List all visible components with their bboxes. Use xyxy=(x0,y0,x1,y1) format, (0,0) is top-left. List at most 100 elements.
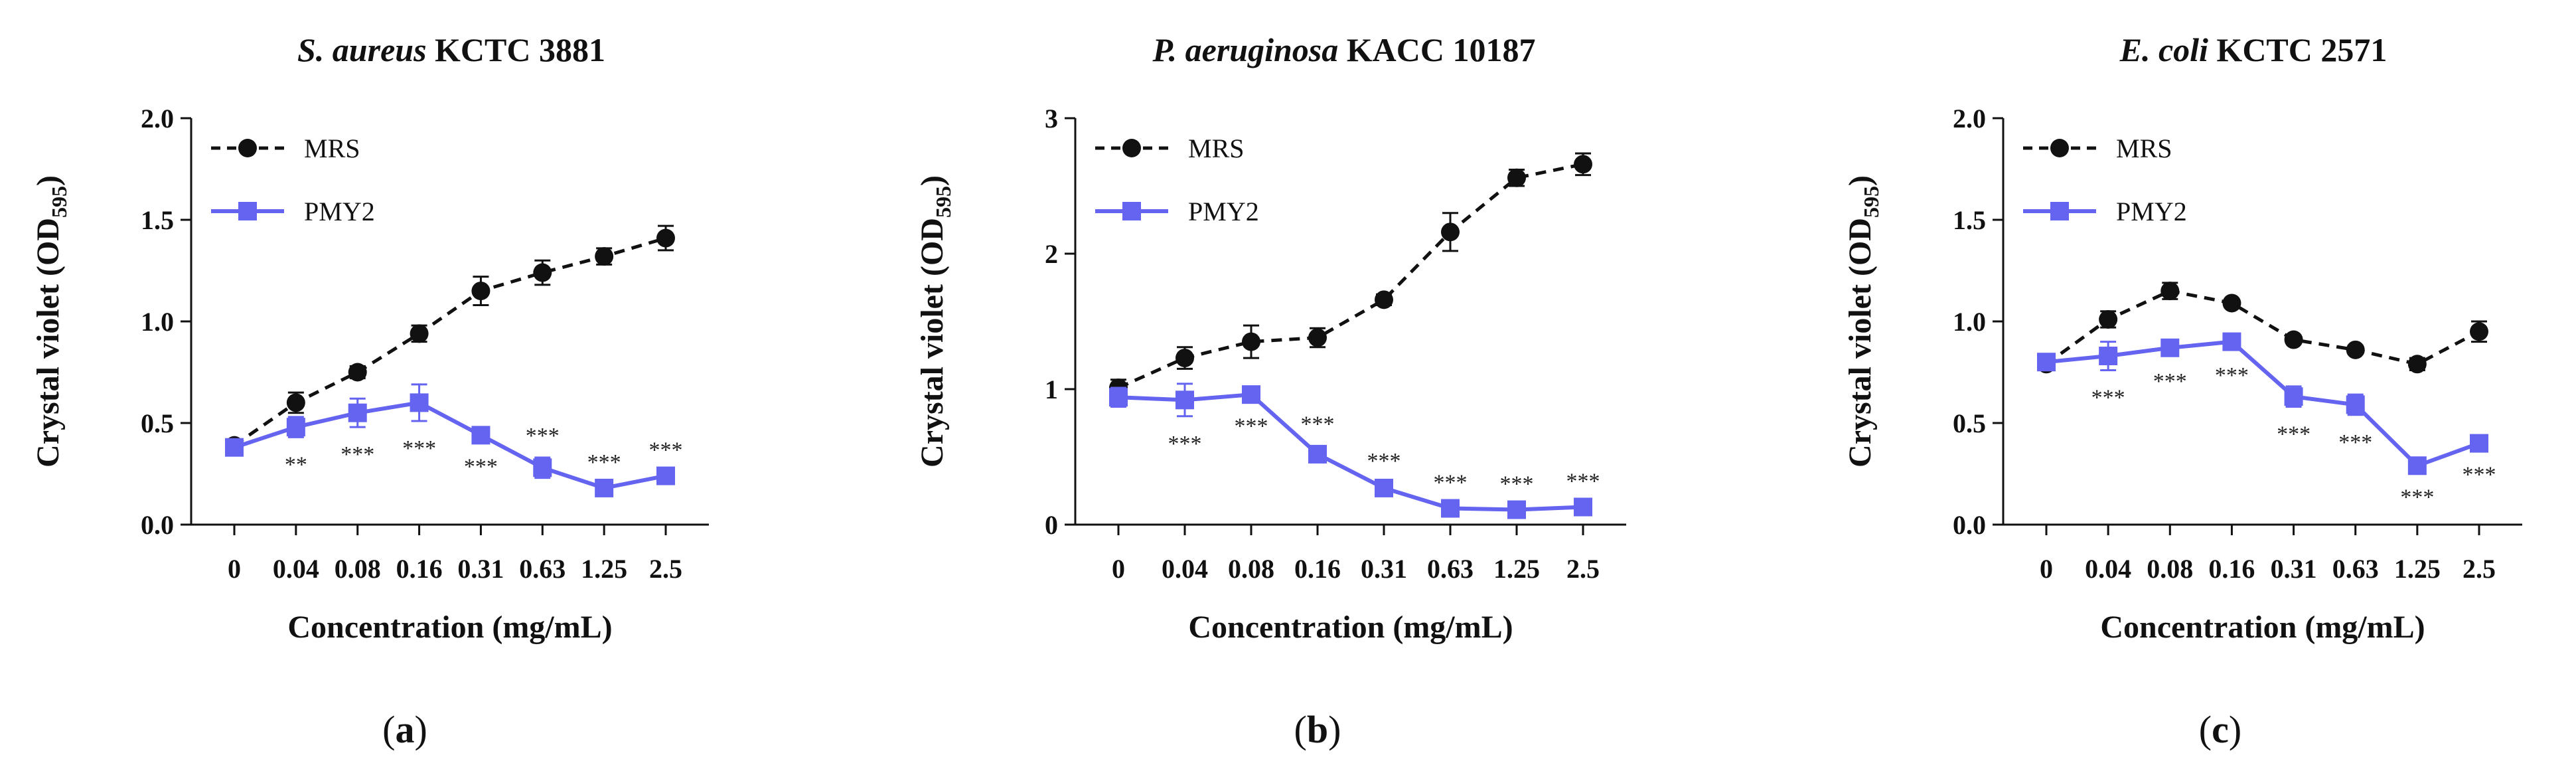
data-point xyxy=(2160,338,2180,357)
x-tick-label: 0.08 xyxy=(335,554,381,584)
chart-title-strain: KACC 10187 xyxy=(1338,31,1535,68)
y-tick-label: 2.0 xyxy=(141,104,174,133)
x-tick-label: 0.63 xyxy=(1427,554,1474,584)
chart-title-strain: KCTC 2571 xyxy=(2208,31,2387,68)
data-point xyxy=(2470,322,2488,341)
x-tick-label: 0.63 xyxy=(519,554,566,584)
data-point xyxy=(533,263,552,282)
x-tick-label: 0.31 xyxy=(1361,554,1407,584)
significance-label: *** xyxy=(2215,363,2249,388)
x-tick-label: 1.25 xyxy=(581,554,627,584)
significance-label: *** xyxy=(1566,469,1600,493)
significance-label: *** xyxy=(402,436,436,461)
significance-label: *** xyxy=(587,450,621,475)
x-tick-label: 0.08 xyxy=(1228,554,1274,584)
data-point xyxy=(286,393,305,412)
x-tick-label: 0.16 xyxy=(396,554,443,584)
legend-pmy2-label: PMY2 xyxy=(1188,197,1259,226)
legend-mrs-marker xyxy=(1122,139,1141,157)
data-point xyxy=(2160,282,2180,301)
chart-title: S. aureus KCTC 3881 xyxy=(297,31,605,68)
y-axis-label: Crystal violet (OD595) xyxy=(31,175,71,468)
data-point xyxy=(410,393,429,412)
legend-mrs-label: MRS xyxy=(1188,133,1245,163)
significance-label: *** xyxy=(2277,422,2311,447)
data-point xyxy=(225,438,244,457)
significance-label: *** xyxy=(649,438,683,462)
significance-label: *** xyxy=(1168,432,1202,456)
data-point xyxy=(1308,328,1327,347)
y-tick-label: 1.5 xyxy=(1953,205,1986,235)
panel-label: (c) xyxy=(2199,708,2241,751)
panel-label: (b) xyxy=(1294,708,1341,751)
significance-label: ** xyxy=(285,452,307,477)
y-tick-label: 1 xyxy=(1045,375,1058,404)
y-tick-label: 2 xyxy=(1045,239,1058,269)
data-point xyxy=(2099,347,2118,366)
data-point xyxy=(656,228,675,248)
data-point xyxy=(1109,388,1128,407)
series-line xyxy=(2045,289,2480,366)
series-line xyxy=(1117,162,1584,390)
x-tick-label: 0.04 xyxy=(273,554,319,584)
data-point xyxy=(1441,222,1460,242)
significance-label: *** xyxy=(526,424,560,448)
series-mrs xyxy=(1109,152,1592,397)
data-point xyxy=(2470,434,2488,453)
x-axis-label: Concentration (mg/mL) xyxy=(1188,610,1513,645)
data-point xyxy=(1574,155,1592,174)
panel-label: (a) xyxy=(382,708,427,751)
x-tick-label: 2.5 xyxy=(649,554,682,584)
series-line xyxy=(2046,339,2480,468)
x-tick-label: 2.5 xyxy=(2462,554,2496,584)
data-point xyxy=(595,247,614,266)
significance-label: *** xyxy=(2338,430,2372,455)
x-tick-label: 0 xyxy=(228,554,241,584)
legend-pmy2-marker xyxy=(2050,202,2069,220)
y-tick-label: 1.0 xyxy=(1953,307,1986,337)
x-tick-label: 1.25 xyxy=(2394,554,2441,584)
chart-panel-c: E. coli KCTC 2571 0.0 0.5 1.0 1.5 2.0 0 0.04 0.0… xyxy=(1843,31,2522,751)
x-tick-label: 1.25 xyxy=(1493,554,1540,584)
x-tick-label: 0 xyxy=(2040,554,2053,584)
data-point xyxy=(1242,385,1260,404)
y-axis-label: Crystal violet (OD595) xyxy=(915,175,955,468)
data-point xyxy=(471,426,491,445)
data-point xyxy=(1507,500,1526,519)
data-point xyxy=(2222,332,2241,351)
data-point xyxy=(410,324,429,343)
significance-label: *** xyxy=(1500,471,1534,496)
significance-label: *** xyxy=(1367,449,1401,473)
significance-label: *** xyxy=(2153,369,2187,394)
data-point xyxy=(595,478,614,497)
y-axis-label: Crystal violet (OD595) xyxy=(1843,175,1883,468)
legend-pmy2-label: PMY2 xyxy=(2116,197,2187,226)
chart-title: E. coli KCTC 2571 xyxy=(2119,31,2387,68)
y-tick-label: 3 xyxy=(1045,104,1058,133)
x-tick-label: 0.31 xyxy=(2271,554,2317,584)
data-point xyxy=(1175,349,1194,368)
x-axis-label: Concentration (mg/mL) xyxy=(2100,610,2425,645)
data-point xyxy=(1375,290,1393,309)
x-tick-label: 0.16 xyxy=(2208,554,2255,584)
x-tick-label: 0.04 xyxy=(2085,554,2131,584)
legend: MRS PMY2 xyxy=(211,133,375,226)
x-tick-label: 2.5 xyxy=(1566,554,1600,584)
legend: MRS PMY2 xyxy=(1095,133,1259,226)
chart-panel-a: S. aureus KCTC 3881 0.0 0.5 1.0 1.5 2.0 0 0.04 0… xyxy=(31,31,709,751)
chart-panel-b: P. aeruginosa KACC 10187 0 1 2 3 0 0.04 0.08 0.1… xyxy=(915,31,1626,751)
significance-label: *** xyxy=(341,442,374,467)
x-tick-label: 0.04 xyxy=(1162,554,1208,584)
series-pmy2 xyxy=(225,383,675,497)
series-mrs xyxy=(225,224,675,455)
data-point xyxy=(2346,340,2365,359)
x-tick-label: 0.63 xyxy=(2332,554,2379,584)
data-point xyxy=(1441,499,1460,518)
significance-label: *** xyxy=(2462,463,2496,487)
x-tick-label: 0.08 xyxy=(2147,554,2193,584)
x-tick-label: 0 xyxy=(1112,554,1125,584)
y-tick-label: 1.5 xyxy=(141,205,174,235)
data-point xyxy=(2284,387,2303,406)
data-point xyxy=(1242,332,1260,351)
